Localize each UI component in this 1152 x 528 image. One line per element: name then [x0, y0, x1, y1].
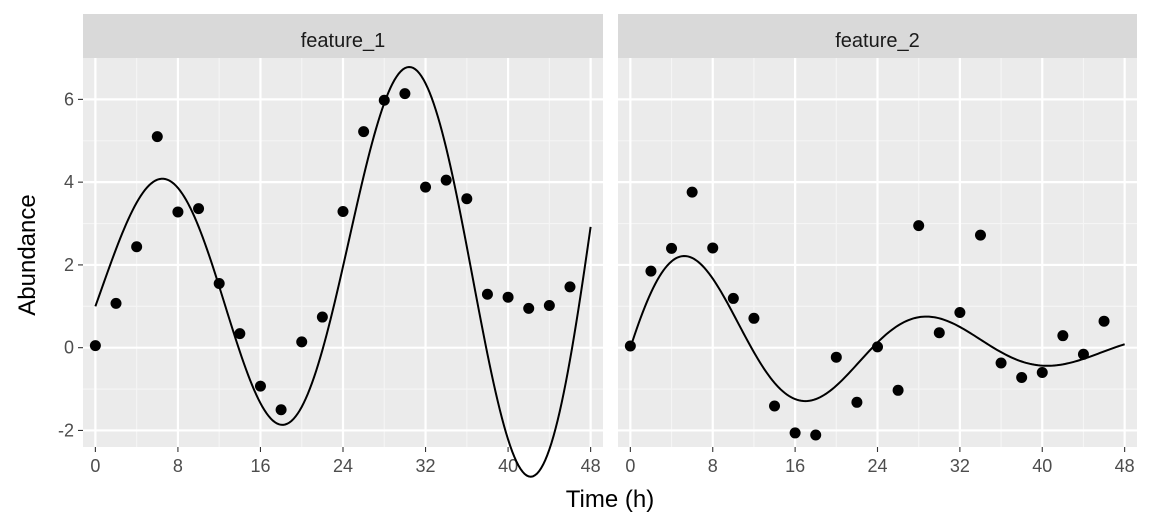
x-axis-title: Time (h) — [566, 486, 654, 513]
y-tick-label: -2 — [58, 420, 74, 440]
y-axis-title: Abundance — [14, 194, 41, 315]
x-tick-label: 0 — [625, 456, 635, 476]
panel-feature_2: feature_2 0 8 16 24 32 40 48 — [618, 14, 1137, 476]
data-point — [872, 341, 883, 353]
x-tick-label: 48 — [1115, 456, 1135, 476]
data-point — [707, 242, 719, 254]
y-tick-label: 2 — [64, 255, 74, 275]
x-tick-label: 24 — [333, 456, 353, 476]
data-point — [995, 357, 1007, 369]
data-point — [399, 88, 411, 100]
data-point — [1016, 371, 1028, 383]
y-tick-label: 4 — [64, 172, 74, 192]
data-point — [172, 206, 184, 218]
data-point — [686, 186, 698, 198]
data-point — [461, 193, 473, 205]
y-tick-label: 6 — [64, 89, 74, 109]
fit-curve — [94, 65, 592, 478]
x-tick-label: 0 — [90, 456, 100, 476]
x-tick-label: 40 — [498, 456, 518, 476]
data-point — [913, 220, 925, 232]
data-point — [1036, 367, 1048, 379]
data-point — [481, 288, 493, 300]
data-point — [748, 312, 760, 324]
data-point — [337, 206, 349, 218]
data-point — [420, 181, 432, 193]
y-axis: -2 0 2 4 6 — [58, 89, 83, 440]
data-point — [523, 302, 535, 314]
data-point — [131, 241, 143, 253]
data-point — [892, 384, 904, 396]
data-point — [296, 336, 308, 348]
y-tick-label: 0 — [64, 338, 74, 358]
data-point — [727, 292, 739, 304]
data-point — [769, 400, 781, 412]
data-point — [254, 380, 266, 392]
data-point — [851, 396, 863, 408]
data-point — [502, 291, 514, 303]
data-point — [358, 126, 370, 138]
data-point — [810, 429, 822, 441]
x-tick-label: 16 — [250, 456, 270, 476]
x-tick-label: 8 — [173, 456, 183, 476]
data-point — [954, 307, 966, 319]
data-point — [543, 299, 555, 311]
data-point — [645, 265, 657, 277]
x-tick-label: 16 — [785, 456, 805, 476]
data-point — [213, 278, 225, 290]
facet-strip-label: feature_2 — [835, 30, 920, 52]
data-point — [151, 131, 163, 143]
facet-strip — [83, 14, 603, 58]
data-point — [234, 328, 246, 340]
panels-layer: feature_1 0 8 16 24 32 40 48 feature_2 0 8 16 24 32 40… — [83, 14, 1137, 478]
facet-strip — [618, 14, 1137, 58]
data-point — [1057, 330, 1069, 342]
data-point — [830, 351, 842, 363]
x-tick-label: 24 — [867, 456, 887, 476]
data-point — [193, 203, 205, 215]
x-tick-label: 48 — [581, 456, 601, 476]
data-point — [1098, 315, 1110, 327]
x-tick-label: 32 — [950, 456, 970, 476]
data-point — [440, 174, 452, 186]
data-point — [564, 281, 576, 293]
data-point — [933, 327, 945, 339]
x-tick-label: 8 — [708, 456, 718, 476]
data-point — [666, 242, 678, 254]
x-tick-label: 32 — [416, 456, 436, 476]
data-point — [110, 297, 122, 309]
data-point — [316, 311, 328, 323]
data-point — [275, 404, 287, 416]
data-point — [1077, 348, 1089, 360]
facet-strip-label: feature_1 — [301, 30, 386, 52]
panel-feature_1: feature_1 0 8 16 24 32 40 48 — [83, 14, 603, 478]
data-point — [789, 427, 801, 439]
data-point — [624, 340, 636, 352]
data-point — [378, 94, 390, 106]
x-tick-label: 40 — [1032, 456, 1052, 476]
data-point — [974, 229, 986, 241]
data-point — [89, 340, 101, 352]
